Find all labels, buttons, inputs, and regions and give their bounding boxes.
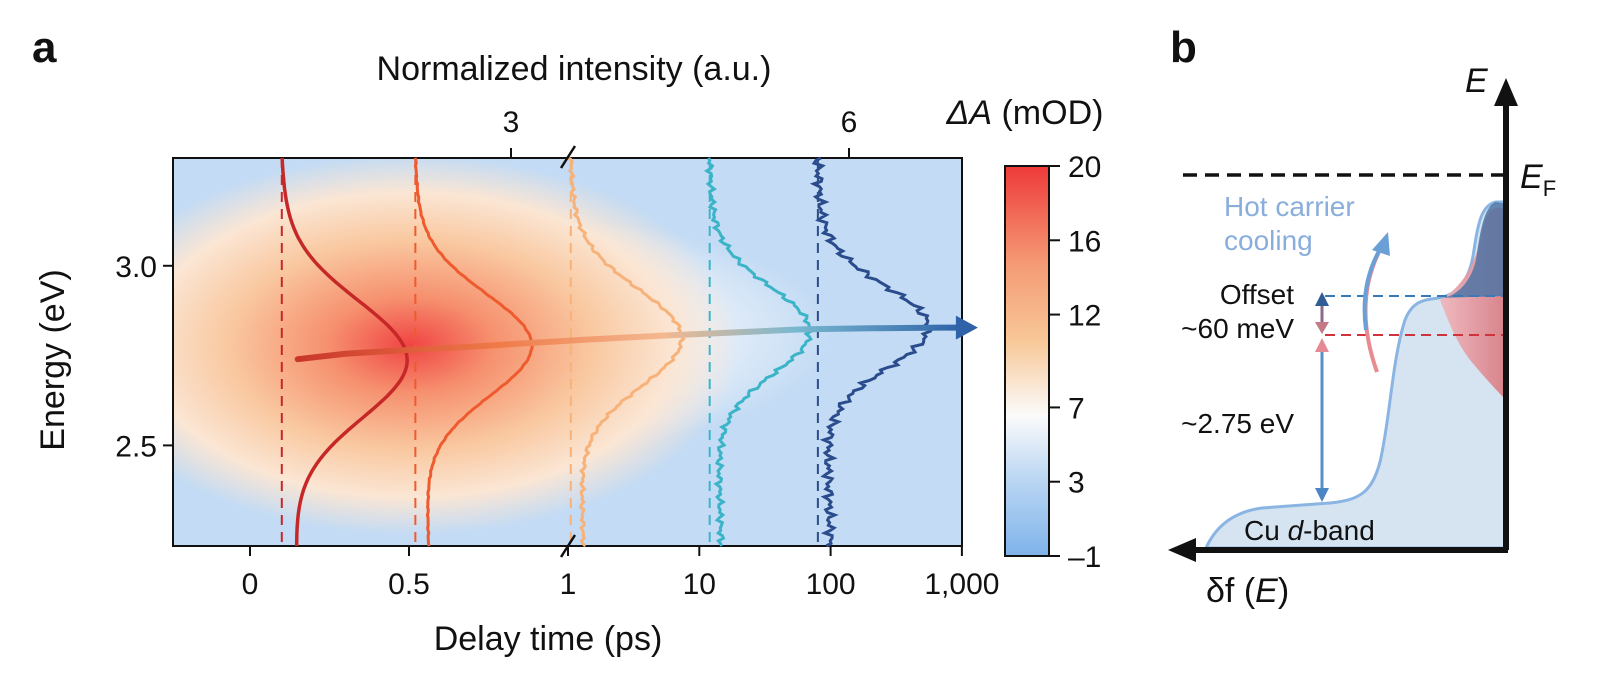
colorbar-tick-label: 16 xyxy=(1068,225,1101,258)
spectral-slice-curve xyxy=(413,157,534,547)
cooling-arrowhead xyxy=(1372,232,1390,256)
spectral-slice-curve xyxy=(703,157,813,547)
offset-value-label: ~60 meV xyxy=(1181,313,1294,344)
panel-b-letter: b xyxy=(1170,23,1197,72)
offset-label: Offset xyxy=(1220,279,1294,310)
peak-energy-trace xyxy=(294,324,965,363)
occupation-axis-arrow xyxy=(1168,538,1196,562)
y-axis-ticks: 3.0 2.5 xyxy=(115,251,173,463)
bandgap-label: ~2.75 eV xyxy=(1181,408,1294,439)
x-tick-label: 100 xyxy=(806,568,856,601)
x-tick-label: 0 xyxy=(242,568,259,601)
colorbar-tick-label: 3 xyxy=(1068,467,1085,500)
energy-axis-label: E xyxy=(1465,62,1488,100)
y-axis-title: Energy (eV) xyxy=(34,269,72,450)
x-axis-ticks: 0 0.5 1 10 100 1,000 xyxy=(242,546,999,601)
occupation-axis-label: δf (E) xyxy=(1206,572,1289,610)
thermalized-carrier-peak xyxy=(1436,202,1506,299)
heatmap-hot-region xyxy=(173,158,740,535)
x-tick-label: 1,000 xyxy=(924,568,999,601)
d-band-label: Cu d-band xyxy=(1244,515,1375,546)
y-tick-label: 3.0 xyxy=(115,251,157,284)
colorbar xyxy=(1004,165,1050,557)
fermi-level-label: EF xyxy=(1520,158,1556,201)
offset-arrow-head-down xyxy=(1315,322,1329,334)
x-axis-title: Delay time (ps) xyxy=(434,620,663,658)
x-tick-label: 0.5 xyxy=(388,568,430,601)
occupation-axis-pre: δf ( xyxy=(1206,572,1256,610)
top-tick-label: 6 xyxy=(841,106,858,139)
colorbar-ticks: 20 16 12 7 3 –1 xyxy=(1049,151,1101,574)
panel-a-letter: a xyxy=(32,23,57,72)
y-tick-label: 2.5 xyxy=(115,430,157,463)
energy-axis-arrow xyxy=(1494,78,1518,106)
colorbar-label-unit: (mOD) xyxy=(992,94,1103,132)
cooling-arrow-top xyxy=(1362,244,1384,331)
top-axis-title: Normalized intensity (a.u.) xyxy=(377,50,772,88)
colorbar-tick-label: 7 xyxy=(1068,392,1085,425)
bandgap-arrow-head-up xyxy=(1315,338,1329,352)
peak-trace-arrowhead xyxy=(955,315,978,340)
hot-carrier-label-line2: cooling xyxy=(1224,225,1313,256)
colorbar-tick-label: 20 xyxy=(1068,151,1101,184)
x-tick-label: 1 xyxy=(560,568,577,601)
occupation-axis-post: ) xyxy=(1278,572,1289,610)
offset-arrow-head-up xyxy=(1315,292,1329,306)
top-axis-break xyxy=(559,145,577,169)
bottom-axis-break xyxy=(559,534,577,558)
bandgap-arrow-head-down xyxy=(1315,488,1329,502)
colorbar-label: ΔA (mOD) xyxy=(946,94,1104,132)
occupation-curve xyxy=(1203,200,1508,550)
d-band-suffix: -band xyxy=(1303,515,1375,546)
occupation-axis-italic: E xyxy=(1255,572,1278,610)
d-band-italic: d xyxy=(1288,515,1305,546)
colorbar-tick-label: –1 xyxy=(1068,541,1101,574)
top-tick-label: 3 xyxy=(503,106,520,139)
spectral-slices xyxy=(280,156,935,548)
hot-carrier-label-line1: Hot carrier xyxy=(1224,191,1355,222)
fermi-level-subscript: F xyxy=(1543,176,1556,201)
d-band-prefix: Cu xyxy=(1244,515,1288,546)
fermi-level-symbol: E xyxy=(1520,158,1543,196)
spectral-slice-curve xyxy=(567,156,686,548)
spectral-slice-curve xyxy=(809,156,935,548)
x-tick-label: 10 xyxy=(683,568,716,601)
colorbar-label-symbol: ΔA xyxy=(946,94,993,132)
colorbar-tick-label: 12 xyxy=(1068,300,1101,333)
